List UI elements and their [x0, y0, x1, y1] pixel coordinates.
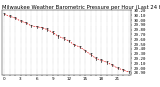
Text: Milwaukee Weather Barometric Pressure per Hour (Last 24 Hours): Milwaukee Weather Barometric Pressure pe… — [2, 5, 160, 10]
